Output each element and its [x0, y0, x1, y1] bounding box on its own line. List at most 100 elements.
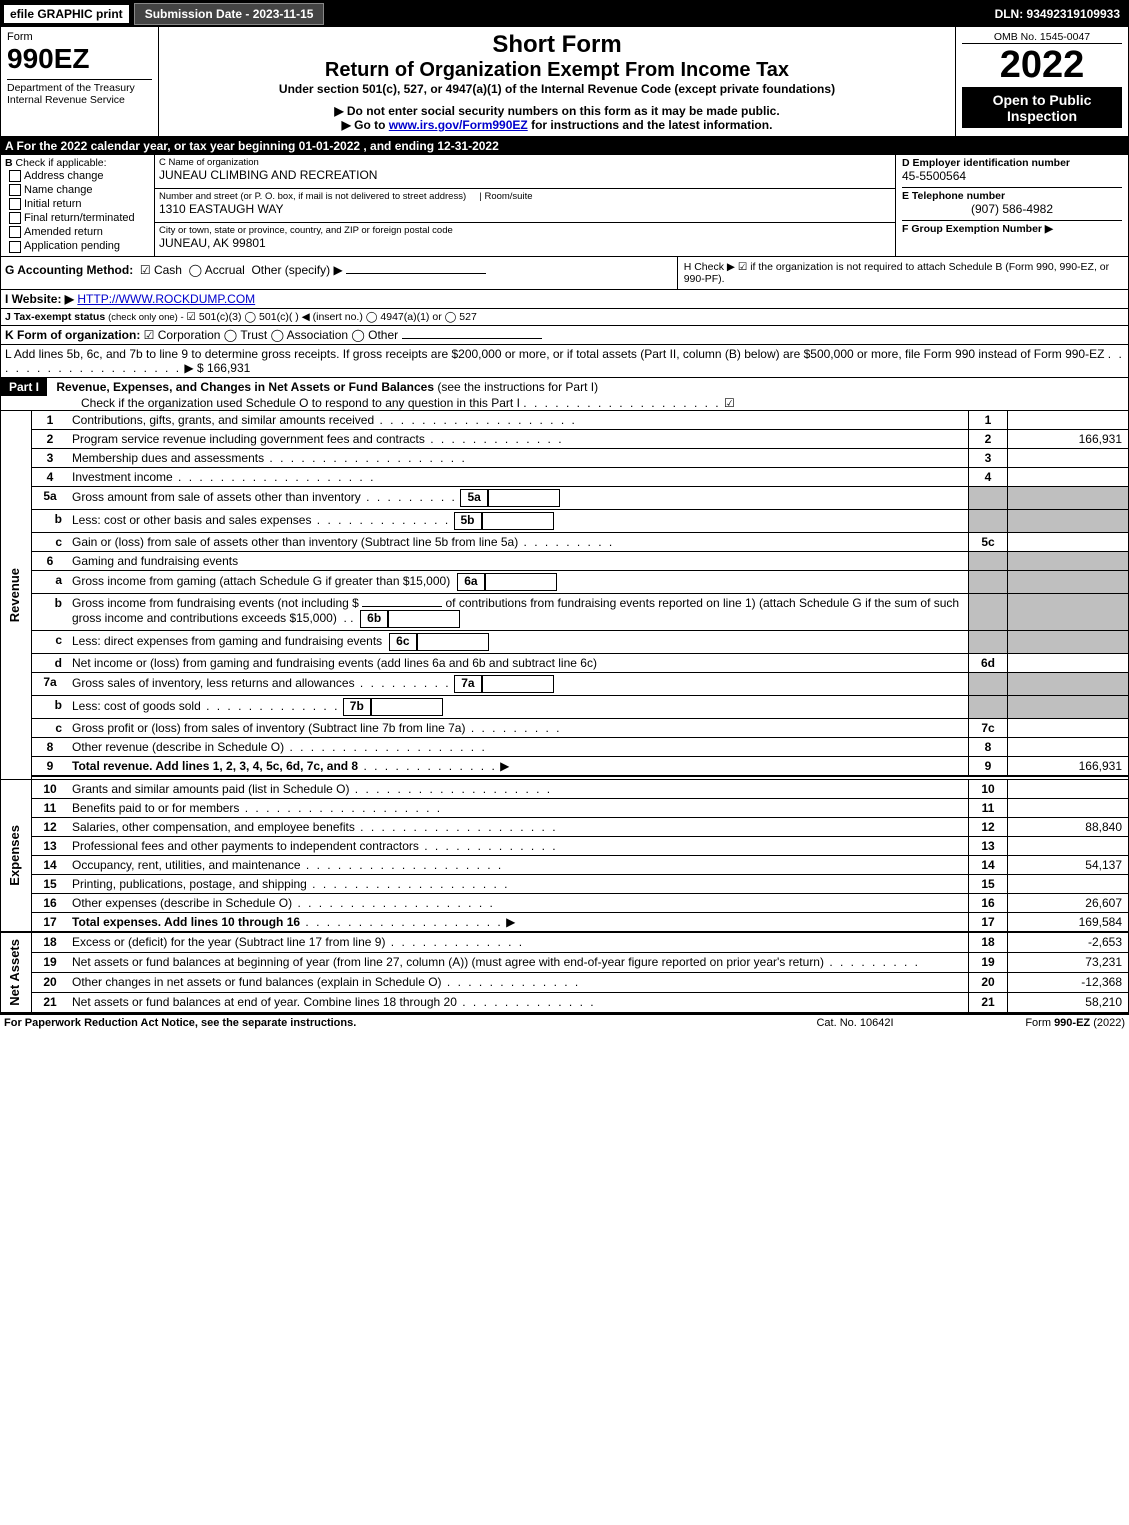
line-5a-box[interactable] — [488, 489, 560, 507]
section-j-label: J Tax-exempt status — [5, 311, 105, 323]
section-j-sub: (check only one) - — [108, 312, 184, 323]
efile-print-label[interactable]: efile GRAPHIC print — [3, 4, 130, 24]
accounting-accrual[interactable]: Accrual — [205, 263, 245, 277]
line-9-num: 9 — [32, 756, 69, 776]
checkbox-final-return[interactable]: Final return/terminated — [5, 211, 150, 225]
line-3-ref: 3 — [969, 448, 1008, 467]
line-16-ref: 16 — [969, 894, 1008, 913]
checkbox-amended-return[interactable]: Amended return — [5, 225, 150, 239]
section-e-label: E Telephone number — [902, 187, 1122, 202]
irs-link[interactable]: www.irs.gov/Form990EZ — [389, 118, 528, 132]
line-6c-box[interactable] — [417, 633, 489, 651]
checkbox-initial-return[interactable]: Initial return — [5, 197, 150, 211]
section-c-city-label: City or town, state or province, country… — [159, 225, 891, 236]
part1-check-row: Check if the organization used Schedule … — [1, 396, 1128, 410]
section-b-label: B — [5, 157, 13, 169]
line-11-amt — [1008, 799, 1129, 818]
line-5b-box[interactable] — [482, 512, 554, 530]
footer-catno: Cat. No. 10642I — [765, 1017, 945, 1029]
line-2-ref: 2 — [969, 429, 1008, 448]
sub3-pre: ▶ Go to — [342, 118, 389, 132]
line-17-amt: 169,584 — [1008, 913, 1129, 933]
line-20-ref: 20 — [969, 972, 1008, 992]
section-f-label: F Group Exemption Number ▶ — [902, 220, 1122, 235]
website-link[interactable]: HTTP://WWW.ROCKDUMP.COM — [77, 292, 255, 306]
line-5b-num: b — [32, 509, 69, 532]
line-6c-box-label: 6c — [389, 633, 417, 651]
footer-right: Form 990-EZ (2022) — [945, 1017, 1125, 1029]
line-6d-num: d — [32, 653, 69, 672]
main-title: Return of Organization Exempt From Incom… — [165, 59, 949, 82]
section-j: J Tax-exempt status (check only one) - ☑… — [1, 308, 1128, 325]
line-6d-text: Net income or (loss) from gaming and fun… — [72, 656, 597, 670]
line-6d-amt — [1008, 653, 1129, 672]
section-k: K Form of organization: ☑ Corporation ◯ … — [1, 325, 1128, 344]
checkbox-name-change[interactable]: Name change — [5, 183, 150, 197]
section-k-opts[interactable]: ☑ Corporation ◯ Trust ◯ Association ◯ Ot… — [144, 328, 398, 342]
line-6b-text1: Gross income from fundraising events (no… — [72, 596, 359, 610]
section-c-room-label: Room/suite — [484, 191, 532, 202]
tax-year: 2022 — [962, 44, 1122, 88]
telephone: (907) 586-4982 — [902, 202, 1122, 216]
line-17-ref: 17 — [969, 913, 1008, 933]
line-15-text: Printing, publications, postage, and shi… — [72, 877, 307, 891]
line-11-num: 11 — [32, 799, 69, 818]
line-15-num: 15 — [32, 875, 69, 894]
line-20-amt: -12,368 — [1008, 972, 1129, 992]
part1-checkmark[interactable]: ☑ — [724, 396, 735, 410]
line-5a-box-label: 5a — [460, 489, 488, 507]
line-4-text: Investment income — [72, 470, 173, 484]
part1-title: Revenue, Expenses, and Changes in Net As… — [50, 380, 434, 394]
line-12-num: 12 — [32, 818, 69, 837]
sub3-post: for instructions and the latest informat… — [528, 118, 773, 132]
revenue-label: Revenue — [5, 564, 24, 626]
line-2-text: Program service revenue including govern… — [72, 432, 425, 446]
line-10-ref: 10 — [969, 780, 1008, 799]
line-7c-ref: 7c — [969, 718, 1008, 737]
line-7b-num: b — [32, 695, 69, 718]
section-j-opts[interactable]: ☑ 501(c)(3) ◯ 501(c)( ) ◀ (insert no.) ◯… — [187, 311, 477, 323]
section-l-amount: $ 166,931 — [197, 361, 250, 375]
line-4-ref: 4 — [969, 467, 1008, 486]
checkbox-address-change[interactable]: Address change — [5, 169, 150, 183]
line-9-amt: 166,931 — [1008, 756, 1129, 776]
footer-left: For Paperwork Reduction Act Notice, see … — [4, 1017, 765, 1029]
line-18-text: Excess or (deficit) for the year (Subtra… — [72, 935, 385, 949]
org-name: JUNEAU CLIMBING AND RECREATION — [159, 168, 891, 182]
page-footer: For Paperwork Reduction Act Notice, see … — [0, 1013, 1129, 1031]
line-5c-amt — [1008, 532, 1129, 551]
identity-block: B Check if applicable: Address change Na… — [1, 155, 1128, 256]
section-i: I Website: ▶ HTTP://WWW.ROCKDUMP.COM — [1, 289, 1128, 308]
line-8-amt — [1008, 737, 1129, 756]
line-8-text: Other revenue (describe in Schedule O) — [72, 740, 284, 754]
line-10-text: Grants and similar amounts paid (list in… — [72, 782, 349, 796]
line-13-ref: 13 — [969, 837, 1008, 856]
line-12-amt: 88,840 — [1008, 818, 1129, 837]
line-14-text: Occupancy, rent, utilities, and maintena… — [72, 858, 301, 872]
line-17-num: 17 — [32, 913, 69, 933]
form-label: Form — [7, 31, 152, 43]
dln: DLN: 93492319109933 — [987, 4, 1128, 24]
line-7b-box-label: 7b — [343, 698, 371, 716]
line-21-ref: 21 — [969, 992, 1008, 1011]
line-7a-box[interactable] — [482, 675, 554, 693]
line-5c-num: c — [32, 532, 69, 551]
line-6b-box[interactable] — [388, 610, 460, 628]
section-c-name-label: C Name of organization — [159, 157, 891, 168]
section-h[interactable]: H Check ▶ ☑ if the organization is not r… — [684, 261, 1109, 285]
line-5a-text: Gross amount from sale of assets other t… — [72, 490, 361, 504]
accounting-other[interactable]: Other (specify) ▶ — [251, 263, 342, 277]
line-13-text: Professional fees and other payments to … — [72, 839, 419, 853]
checkbox-application-pending[interactable]: Application pending — [5, 239, 150, 253]
line-6a-box[interactable] — [485, 573, 557, 591]
line-19-ref: 19 — [969, 953, 1008, 973]
line-6c-num: c — [32, 630, 69, 653]
line-21-text: Net assets or fund balances at end of ye… — [72, 995, 457, 1009]
line-12-text: Salaries, other compensation, and employ… — [72, 820, 355, 834]
part1-title-sub: (see the instructions for Part I) — [437, 380, 598, 394]
line-8-ref: 8 — [969, 737, 1008, 756]
line-7b-box[interactable] — [371, 698, 443, 716]
line-19-text: Net assets or fund balances at beginning… — [72, 955, 824, 969]
accounting-cash[interactable]: Cash — [154, 263, 182, 277]
line-6b-box-label: 6b — [360, 610, 388, 628]
